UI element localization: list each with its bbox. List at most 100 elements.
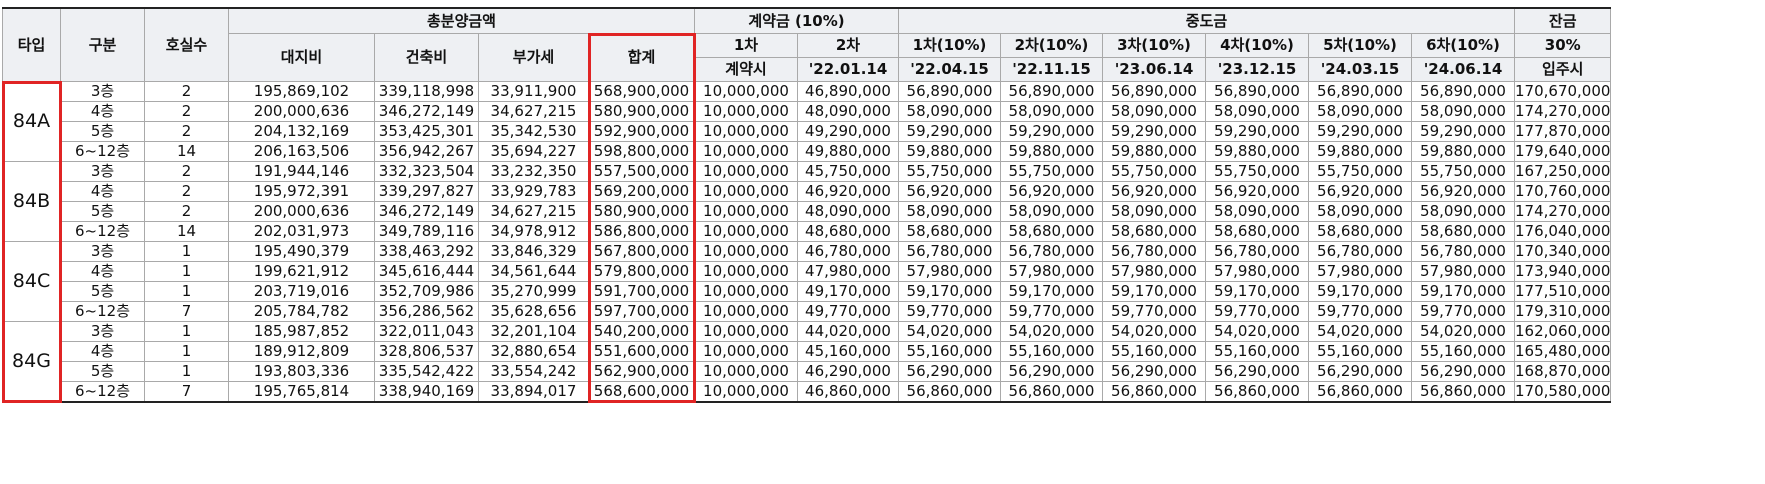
cell-floor: 5층 — [60, 361, 145, 382]
cell-balance: 170,580,000 — [1513, 381, 1612, 403]
cell-vat: 33,894,017 — [478, 381, 589, 403]
cell-building: 356,286,562 — [374, 301, 479, 322]
cell-vat: 35,342,530 — [478, 121, 589, 142]
cell-dep2: 46,780,000 — [797, 241, 899, 262]
cell-building: 338,463,292 — [374, 241, 479, 262]
cell-dep1: 10,000,000 — [694, 361, 798, 382]
cell-land: 185,987,852 — [228, 321, 375, 342]
header-dep2-sub: '22.01.14 — [797, 57, 899, 82]
header-mid-group: 중도금 — [898, 7, 1515, 34]
cell-sum: 580,900,000 — [588, 101, 695, 122]
cell-sum: 598,800,000 — [588, 141, 695, 162]
cell-sum: 579,800,000 — [588, 261, 695, 282]
cell-floor: 4층 — [60, 341, 145, 362]
cell-units: 1 — [144, 281, 229, 302]
table-row: 84C 3층 1 195,490,379 338,463,292 33,846,329 56… — [2, 241, 1612, 322]
header-mid-3-date: '23.06.14 — [1102, 57, 1206, 82]
table-row: 6~12층 7 205,784,782 356,286,562 35,628,656 59… — [3, 301, 1612, 322]
cell-mid2: 58,090,000 — [1000, 101, 1103, 122]
cell-vat: 33,911,900 — [478, 81, 589, 102]
cell-mid2: 56,890,000 — [1000, 81, 1103, 102]
header-units: 호실수 — [144, 7, 229, 82]
cell-mid2: 55,160,000 — [1000, 341, 1103, 362]
header-deposit-group: 계약금 (10%) — [694, 7, 899, 34]
cell-mid3: 59,770,000 — [1102, 301, 1206, 322]
header-mid-6-date: '24.06.14 — [1411, 57, 1515, 82]
cell-mid6: 59,880,000 — [1411, 141, 1515, 162]
cell-balance: 165,480,000 — [1513, 341, 1612, 362]
header-mid-2: 2차(10%) — [1000, 33, 1103, 58]
cell-mid6: 55,160,000 — [1411, 341, 1515, 362]
table-row: 4층 1 199,621,912 345,616,444 34,561,644 579,8… — [3, 261, 1612, 282]
type-cell: 84A — [2, 81, 61, 162]
type-cell: 84B — [2, 161, 61, 242]
cell-mid1: 55,750,000 — [898, 161, 1001, 182]
type-cell: 84C — [2, 241, 61, 322]
cell-vat: 35,694,227 — [478, 141, 589, 162]
table-header: 타입 구분 호실수 총분양금액 계약금 (10%) 중도금 잔금 대지비 건축비… — [2, 7, 1612, 82]
cell-mid5: 58,090,000 — [1308, 201, 1412, 222]
header-mid-4-date: '23.12.15 — [1205, 57, 1309, 82]
cell-mid1: 55,160,000 — [898, 341, 1001, 362]
cell-dep1: 10,000,000 — [694, 321, 798, 342]
header-gubun: 구분 — [60, 7, 145, 82]
cell-balance: 179,640,000 — [1513, 141, 1612, 162]
table-row: 5층 1 203,719,016 352,709,986 35,270,999 591,7… — [3, 281, 1612, 302]
cell-dep2: 46,920,000 — [797, 181, 899, 202]
table-row: 4층 2 200,000,636 346,272,149 34,627,215 580,9… — [3, 101, 1612, 122]
cell-land: 200,000,636 — [228, 201, 375, 222]
cell-mid3: 58,090,000 — [1102, 101, 1206, 122]
cell-land: 195,490,379 — [228, 241, 375, 262]
cell-mid6: 59,170,000 — [1411, 281, 1515, 302]
cell-sum: 568,600,000 — [588, 381, 695, 403]
cell-balance: 170,340,000 — [1513, 241, 1612, 262]
cell-land: 200,000,636 — [228, 101, 375, 122]
cell-units: 1 — [144, 241, 229, 262]
cell-mid4: 58,680,000 — [1205, 221, 1309, 242]
cell-dep1: 10,000,000 — [694, 341, 798, 362]
cell-dep2: 46,290,000 — [797, 361, 899, 382]
cell-sum: 592,900,000 — [588, 121, 695, 142]
price-table: 타입 구분 호실수 총분양금액 계약금 (10%) 중도금 잔금 대지비 건축비… — [2, 7, 1612, 403]
cell-sum: 591,700,000 — [588, 281, 695, 302]
cell-mid1: 56,860,000 — [898, 381, 1001, 403]
cell-building: 352,709,986 — [374, 281, 479, 302]
cell-mid4: 55,160,000 — [1205, 341, 1309, 362]
cell-mid6: 56,860,000 — [1411, 381, 1515, 403]
cell-mid5: 56,290,000 — [1308, 361, 1412, 382]
cell-mid1: 54,020,000 — [898, 321, 1001, 342]
header-mid-6: 6차(10%) — [1411, 33, 1515, 58]
cell-dep1: 10,000,000 — [694, 121, 798, 142]
cell-mid5: 59,770,000 — [1308, 301, 1412, 322]
header-mid-5: 5차(10%) — [1308, 33, 1412, 58]
cell-mid2: 57,980,000 — [1000, 261, 1103, 282]
cell-mid4: 59,290,000 — [1205, 121, 1309, 142]
cell-mid3: 58,680,000 — [1102, 221, 1206, 242]
cell-land: 195,972,391 — [228, 181, 375, 202]
cell-mid3: 55,160,000 — [1102, 341, 1206, 362]
table-row: 5층 2 200,000,636 346,272,149 34,627,215 580,9… — [3, 201, 1612, 222]
cell-dep2: 47,980,000 — [797, 261, 899, 282]
cell-land: 205,784,782 — [228, 301, 375, 322]
cell-mid6: 54,020,000 — [1411, 321, 1515, 342]
cell-dep1: 10,000,000 — [694, 81, 798, 102]
cell-mid3: 56,920,000 — [1102, 181, 1206, 202]
cell-floor: 4층 — [60, 261, 145, 282]
cell-sum: 551,600,000 — [588, 341, 695, 362]
cell-units: 2 — [144, 161, 229, 182]
cell-units: 1 — [144, 321, 229, 342]
cell-vat: 34,627,215 — [478, 101, 589, 122]
cell-sum: 569,200,000 — [588, 181, 695, 202]
cell-floor: 5층 — [60, 281, 145, 302]
table-row: 6~12층 7 195,765,814 338,940,169 33,894,017 56… — [3, 381, 1612, 403]
header-balance-group: 잔금 — [1513, 7, 1612, 34]
cell-mid4: 56,920,000 — [1205, 181, 1309, 202]
cell-mid6: 56,290,000 — [1411, 361, 1515, 382]
header-balance-pct: 30% — [1513, 33, 1612, 58]
cell-mid6: 56,780,000 — [1411, 241, 1515, 262]
cell-dep2: 45,750,000 — [797, 161, 899, 182]
header-vat: 부가세 — [478, 33, 589, 82]
cell-mid3: 59,880,000 — [1102, 141, 1206, 162]
cell-mid6: 56,890,000 — [1411, 81, 1515, 102]
cell-units: 14 — [144, 141, 229, 162]
